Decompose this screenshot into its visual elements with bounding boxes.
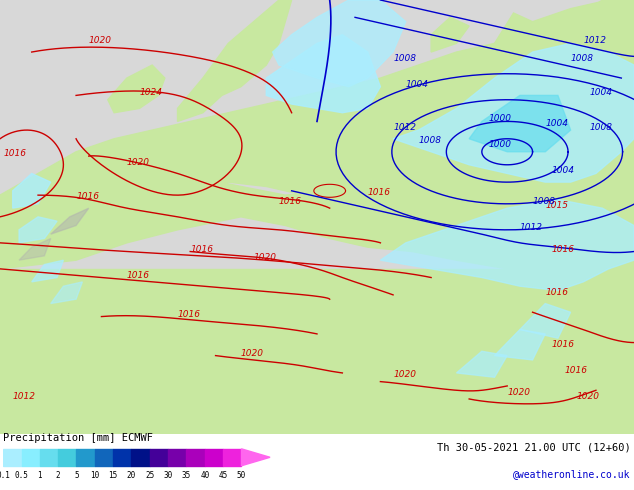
- Text: 40: 40: [200, 471, 209, 480]
- Polygon shape: [13, 173, 51, 208]
- Polygon shape: [178, 0, 292, 122]
- Polygon shape: [456, 351, 507, 377]
- Polygon shape: [51, 282, 82, 304]
- Text: 1020: 1020: [393, 370, 416, 379]
- Polygon shape: [266, 35, 380, 113]
- Bar: [223, 449, 242, 466]
- Text: 1016: 1016: [545, 288, 568, 297]
- Text: 5: 5: [74, 471, 79, 480]
- Text: 1020: 1020: [507, 388, 530, 396]
- Polygon shape: [273, 0, 406, 87]
- Text: 1004: 1004: [590, 88, 612, 98]
- Polygon shape: [0, 152, 634, 277]
- Text: 1012: 1012: [393, 123, 416, 132]
- Text: 1015: 1015: [545, 201, 568, 210]
- Text: 1020: 1020: [89, 36, 112, 46]
- Text: 1020: 1020: [577, 392, 600, 401]
- Text: Th 30-05-2021 21.00 UTC (12+60): Th 30-05-2021 21.00 UTC (12+60): [437, 443, 631, 453]
- Text: 1012: 1012: [520, 223, 543, 232]
- Polygon shape: [469, 96, 571, 152]
- Polygon shape: [558, 0, 634, 35]
- Polygon shape: [431, 17, 469, 52]
- Polygon shape: [0, 0, 634, 269]
- Polygon shape: [380, 199, 634, 291]
- Bar: [40, 449, 58, 466]
- Text: 1016: 1016: [3, 149, 26, 158]
- Text: 1024: 1024: [139, 88, 162, 98]
- Text: 35: 35: [182, 471, 191, 480]
- Polygon shape: [51, 208, 89, 234]
- Text: 0.1: 0.1: [0, 471, 10, 480]
- Text: 1016: 1016: [564, 366, 587, 375]
- Text: 1016: 1016: [552, 245, 574, 253]
- Text: 1004: 1004: [552, 167, 574, 175]
- Text: 1020: 1020: [254, 253, 276, 262]
- Polygon shape: [19, 217, 57, 243]
- Bar: [150, 449, 168, 466]
- Text: 1012: 1012: [13, 392, 36, 401]
- Bar: [131, 449, 150, 466]
- Text: 15: 15: [108, 471, 118, 480]
- Text: 1000: 1000: [488, 141, 511, 149]
- Text: 1016: 1016: [368, 188, 391, 197]
- Text: 1008: 1008: [571, 54, 593, 63]
- Text: 0.5: 0.5: [15, 471, 29, 480]
- Text: 1020: 1020: [127, 158, 150, 167]
- Text: 1016: 1016: [552, 340, 574, 349]
- Text: 1008: 1008: [533, 197, 555, 206]
- Bar: [58, 449, 77, 466]
- Bar: [186, 449, 205, 466]
- Text: 1016: 1016: [190, 245, 213, 253]
- Text: 1008: 1008: [590, 123, 612, 132]
- Bar: [205, 449, 223, 466]
- Bar: [113, 449, 131, 466]
- Polygon shape: [495, 13, 533, 44]
- Polygon shape: [19, 239, 51, 260]
- Polygon shape: [393, 44, 634, 182]
- Text: 1016: 1016: [178, 310, 200, 318]
- Polygon shape: [108, 65, 165, 113]
- Text: 1: 1: [37, 471, 42, 480]
- Text: 1016: 1016: [76, 193, 99, 201]
- Text: 1016: 1016: [127, 270, 150, 279]
- Bar: [77, 449, 95, 466]
- Text: 1008: 1008: [418, 136, 441, 145]
- Text: 1004: 1004: [545, 119, 568, 128]
- Text: 20: 20: [127, 471, 136, 480]
- Text: 45: 45: [219, 471, 228, 480]
- Bar: [95, 449, 113, 466]
- Text: 30: 30: [164, 471, 173, 480]
- Text: 25: 25: [145, 471, 155, 480]
- Text: @weatheronline.co.uk: @weatheronline.co.uk: [514, 469, 631, 479]
- Text: 1008: 1008: [393, 54, 416, 63]
- Text: 1000: 1000: [488, 115, 511, 123]
- Text: 10: 10: [90, 471, 100, 480]
- Bar: [3, 449, 22, 466]
- Text: 1020: 1020: [241, 348, 264, 358]
- Polygon shape: [495, 330, 545, 360]
- Text: 1004: 1004: [406, 80, 429, 89]
- Bar: [168, 449, 186, 466]
- Text: Precipitation [mm] ECMWF: Precipitation [mm] ECMWF: [3, 433, 153, 442]
- Polygon shape: [242, 449, 270, 466]
- Polygon shape: [32, 260, 63, 282]
- Bar: [22, 449, 40, 466]
- Text: 1016: 1016: [279, 197, 302, 206]
- Text: 2: 2: [56, 471, 60, 480]
- Text: 50: 50: [237, 471, 246, 480]
- Polygon shape: [520, 304, 571, 338]
- Text: 1012: 1012: [583, 36, 606, 46]
